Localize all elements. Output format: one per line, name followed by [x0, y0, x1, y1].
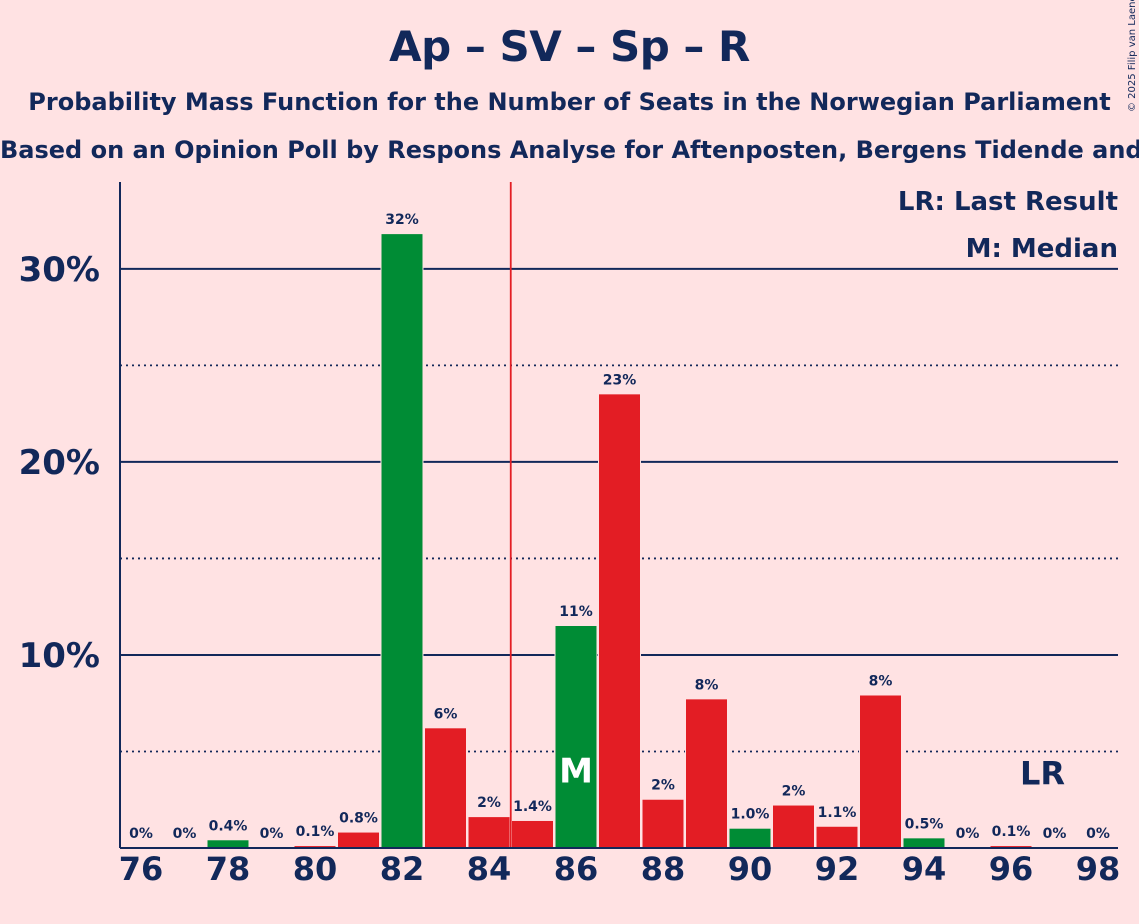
bar-value-label: 2%	[782, 784, 806, 800]
bar	[773, 805, 814, 848]
x-tick-label: 92	[815, 850, 860, 888]
bar-value-label: 8%	[695, 677, 719, 693]
bar-value-label: 2%	[651, 778, 675, 794]
bar-value-label: 32%	[385, 212, 419, 228]
y-tick-label: 10%	[19, 636, 100, 676]
legend-median: M: Median	[966, 234, 1118, 264]
bar	[338, 832, 379, 848]
chart-source-line: Based on an Opinion Poll by Respons Anal…	[0, 136, 1139, 164]
bar-value-label: 2%	[477, 795, 501, 811]
x-tick-label: 90	[728, 850, 773, 888]
last-result-marker: LR	[1020, 754, 1065, 792]
bar-value-label: 0%	[260, 826, 284, 842]
bar-value-label: 1.1%	[818, 805, 857, 821]
bar-value-label: 23%	[603, 372, 637, 388]
x-tick-label: 86	[554, 850, 599, 888]
bar	[686, 699, 727, 848]
bar	[642, 799, 684, 848]
bar	[468, 817, 510, 848]
bar	[425, 728, 466, 848]
bar-value-label: 0%	[1043, 826, 1067, 842]
bar	[903, 838, 945, 848]
bar	[381, 234, 423, 849]
x-tick-label: 82	[380, 850, 425, 888]
x-tick-label: 78	[206, 850, 251, 888]
x-tick-label: 94	[902, 850, 947, 888]
bar-value-label: 6%	[434, 706, 458, 722]
legend-background	[980, 232, 1120, 266]
x-tick-label: 96	[989, 850, 1034, 888]
chart-title: Ap – SV – Sp – R	[389, 22, 750, 71]
x-tick-label: 88	[641, 850, 686, 888]
legend-last-result: LR: Last Result	[898, 187, 1118, 217]
y-tick-label: 30%	[19, 250, 100, 290]
bar	[555, 626, 597, 848]
bar-value-label: 0%	[956, 826, 980, 842]
bar	[512, 820, 553, 848]
x-tick-label: 84	[467, 850, 512, 888]
bar-value-label: 1.0%	[731, 807, 770, 823]
bar-value-label: 8%	[869, 673, 893, 689]
bar-value-label: 0.1%	[296, 824, 335, 840]
bar	[860, 695, 901, 848]
bar-value-label: 0%	[1086, 826, 1110, 842]
bar	[729, 828, 771, 848]
bar	[207, 840, 249, 848]
median-marker: M	[559, 751, 593, 791]
bar-value-label: 1.4%	[513, 799, 552, 815]
legend-background	[934, 186, 1120, 220]
bar-value-label: 0.5%	[905, 816, 944, 832]
x-tick-label: 98	[1076, 850, 1121, 888]
y-tick-label: 20%	[19, 443, 100, 483]
x-tick-label: 76	[119, 850, 164, 888]
bar-value-label: 0.8%	[339, 811, 378, 827]
x-tick-label: 80	[293, 850, 338, 888]
bar-value-label: 0%	[129, 826, 153, 842]
bar	[816, 826, 858, 848]
bar-value-label: 11%	[559, 604, 593, 620]
bar-value-label: 0%	[173, 826, 197, 842]
bar	[599, 394, 640, 848]
bar-value-label: 0.1%	[992, 824, 1031, 840]
bar-value-label: 0.4%	[209, 818, 248, 834]
chart-subtitle: Probability Mass Function for the Number…	[28, 88, 1111, 116]
